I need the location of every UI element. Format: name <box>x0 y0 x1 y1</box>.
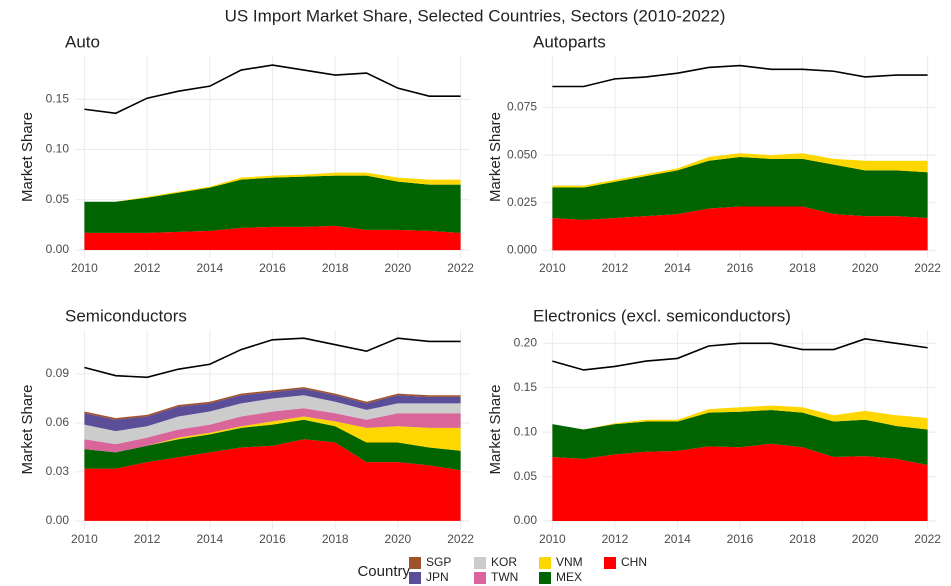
x-tick-label: 2016 <box>727 261 754 275</box>
panel-title: Electronics (excl. semiconductors) <box>533 306 791 325</box>
y-tick-label: 0.10 <box>46 142 70 156</box>
y-axis-label: Market Share <box>487 384 504 474</box>
y-tick-label: 0.15 <box>514 380 538 394</box>
legend-swatch <box>409 572 421 584</box>
line <box>84 64 461 115</box>
area <box>84 416 461 453</box>
x-tick-label: 2016 <box>259 261 286 275</box>
area <box>84 388 461 432</box>
y-axis-label: Market Share <box>19 112 36 202</box>
x-tick-label: 2014 <box>196 532 223 546</box>
x-tick-label: 2018 <box>789 532 816 546</box>
y-tick-label: 0.025 <box>507 195 537 209</box>
x-tick-label: 2022 <box>914 261 941 275</box>
x-tick-label: 2018 <box>322 532 349 546</box>
area <box>552 153 928 188</box>
area <box>84 419 461 471</box>
panel-title: Semiconductors <box>65 306 187 325</box>
legend-swatch <box>409 557 421 569</box>
y-tick-label: 0.20 <box>514 335 538 349</box>
x-tick-label: 2010 <box>71 261 98 275</box>
y-tick-label: 0.15 <box>46 91 70 105</box>
line <box>84 337 461 379</box>
x-tick-label: 2020 <box>385 261 412 275</box>
x-tick-label: 2022 <box>447 532 474 546</box>
area <box>552 206 928 251</box>
legend-label: CHN <box>621 555 647 569</box>
x-tick-label: 2022 <box>914 532 941 546</box>
area <box>84 175 461 233</box>
legend-swatch <box>539 572 551 584</box>
x-tick-label: 2014 <box>664 261 691 275</box>
x-tick-label: 2016 <box>259 532 286 546</box>
legend-label: VNM <box>556 555 583 569</box>
x-tick-label: 2018 <box>322 261 349 275</box>
x-tick-label: 2012 <box>134 532 161 546</box>
legend-swatch <box>604 557 616 569</box>
y-axis-label: Market Share <box>487 112 504 202</box>
legend-label: JPN <box>426 570 449 584</box>
x-tick-label: 2012 <box>134 261 161 275</box>
x-tick-label: 2010 <box>539 532 566 546</box>
panel-title: Auto <box>65 32 100 51</box>
area <box>552 409 928 466</box>
line <box>552 64 928 88</box>
x-tick-label: 2012 <box>602 261 629 275</box>
x-tick-label: 2020 <box>385 532 412 546</box>
y-tick-label: 0.050 <box>507 147 537 161</box>
y-tick-label: 0.00 <box>514 513 538 527</box>
x-tick-label: 2020 <box>852 261 879 275</box>
line <box>552 338 928 371</box>
y-tick-label: 0.05 <box>46 192 70 206</box>
legend-label: SGP <box>426 555 451 569</box>
y-axis-label: Market Share <box>19 384 36 474</box>
area <box>552 157 928 220</box>
area <box>84 439 461 521</box>
x-tick-label: 2014 <box>664 532 691 546</box>
legend-swatch <box>539 557 551 569</box>
legend-label: KOR <box>491 555 517 569</box>
x-tick-label: 2020 <box>852 532 879 546</box>
area <box>84 408 461 453</box>
x-tick-label: 2012 <box>602 532 629 546</box>
legend-label: MEX <box>556 570 582 584</box>
area <box>552 443 928 521</box>
y-tick-label: 0.05 <box>514 469 538 483</box>
legend-swatch <box>474 557 486 569</box>
x-tick-label: 2016 <box>727 532 754 546</box>
y-tick-label: 0.000 <box>507 243 537 257</box>
y-tick-label: 0.09 <box>46 366 70 380</box>
y-tick-label: 0.075 <box>507 100 537 114</box>
area <box>84 395 461 445</box>
x-tick-label: 2018 <box>789 261 816 275</box>
x-tick-label: 2014 <box>196 261 223 275</box>
area <box>552 405 928 430</box>
chart-title: US Import Market Share, Selected Countri… <box>225 6 726 25</box>
y-tick-label: 0.06 <box>46 415 70 429</box>
y-tick-label: 0.00 <box>46 242 70 256</box>
legend-swatch <box>474 572 486 584</box>
y-tick-label: 0.00 <box>46 513 70 527</box>
x-tick-label: 2022 <box>447 261 474 275</box>
y-tick-label: 0.03 <box>46 464 70 478</box>
panel-title: Autoparts <box>533 32 606 51</box>
legend-label: TWN <box>491 570 518 584</box>
legend-title: Country <box>357 563 410 580</box>
x-tick-label: 2010 <box>71 532 98 546</box>
area <box>84 225 461 250</box>
x-tick-label: 2010 <box>539 261 566 275</box>
y-tick-label: 0.10 <box>514 424 538 438</box>
